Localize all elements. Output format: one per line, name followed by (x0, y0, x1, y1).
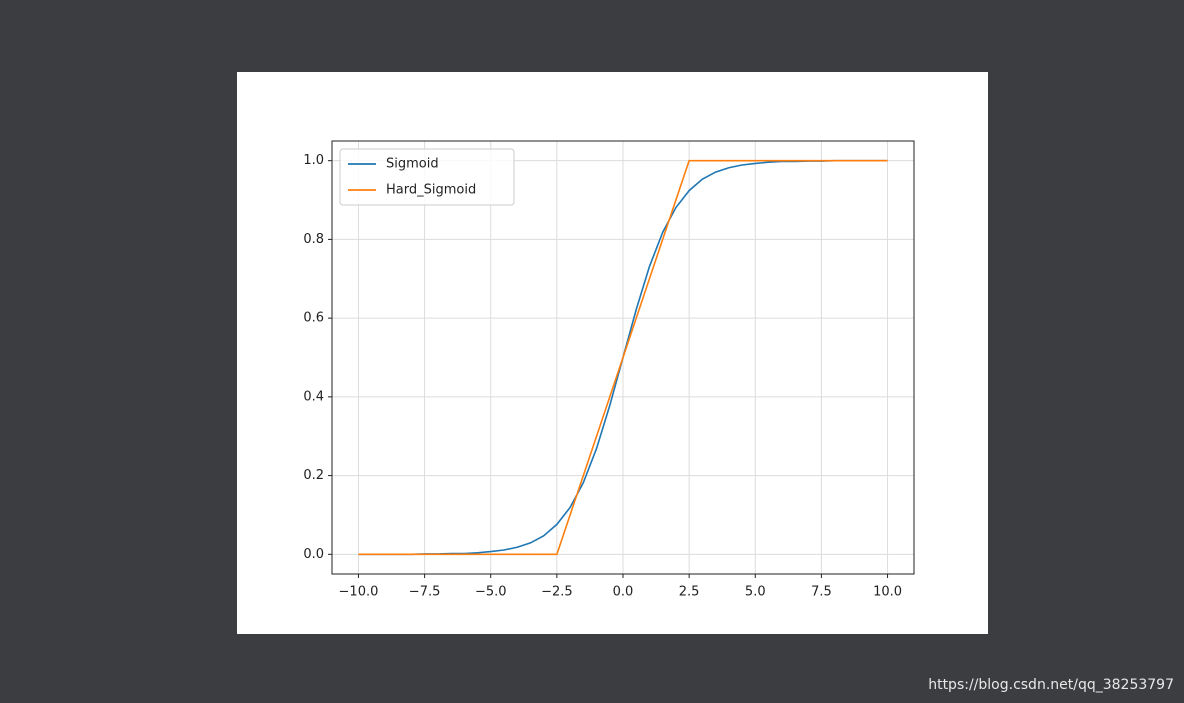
watermark: https://blog.csdn.net/qq_38253797 (928, 677, 1174, 693)
x-tick-label: −10.0 (339, 585, 379, 600)
x-tick-label: 10.0 (873, 585, 902, 600)
x-tick-label: −7.5 (409, 585, 441, 600)
series-line (358, 159, 888, 556)
y-tick-label: 1.0 (303, 153, 324, 168)
x-tick-label: 5.0 (745, 585, 766, 600)
x-tick-label: −5.0 (475, 585, 507, 600)
legend-box (339, 148, 515, 206)
plot: −10.0 −7.5 −5.0 −2.5 0.0 2.5 5.0 7.5 10.0 0.0 0.2 0… (303, 140, 915, 600)
x-tick-label: 2.5 (679, 585, 700, 600)
x-tick-label: 7.5 (811, 585, 832, 600)
y-tick-label: 0.8 (303, 232, 324, 247)
y-tick-label: 0.0 (303, 547, 324, 562)
y-tick-label: 0.6 (303, 311, 324, 326)
y-tick-label: 0.4 (303, 389, 324, 404)
axes-frame (331, 140, 915, 575)
x-tick-label: 0.0 (613, 585, 634, 600)
y-tick-label: 0.2 (303, 468, 324, 483)
legend-label: Hard_Sigmoid (386, 183, 476, 198)
x-tick-label: −2.5 (541, 585, 573, 600)
legend-label: Sigmoid (386, 157, 439, 172)
